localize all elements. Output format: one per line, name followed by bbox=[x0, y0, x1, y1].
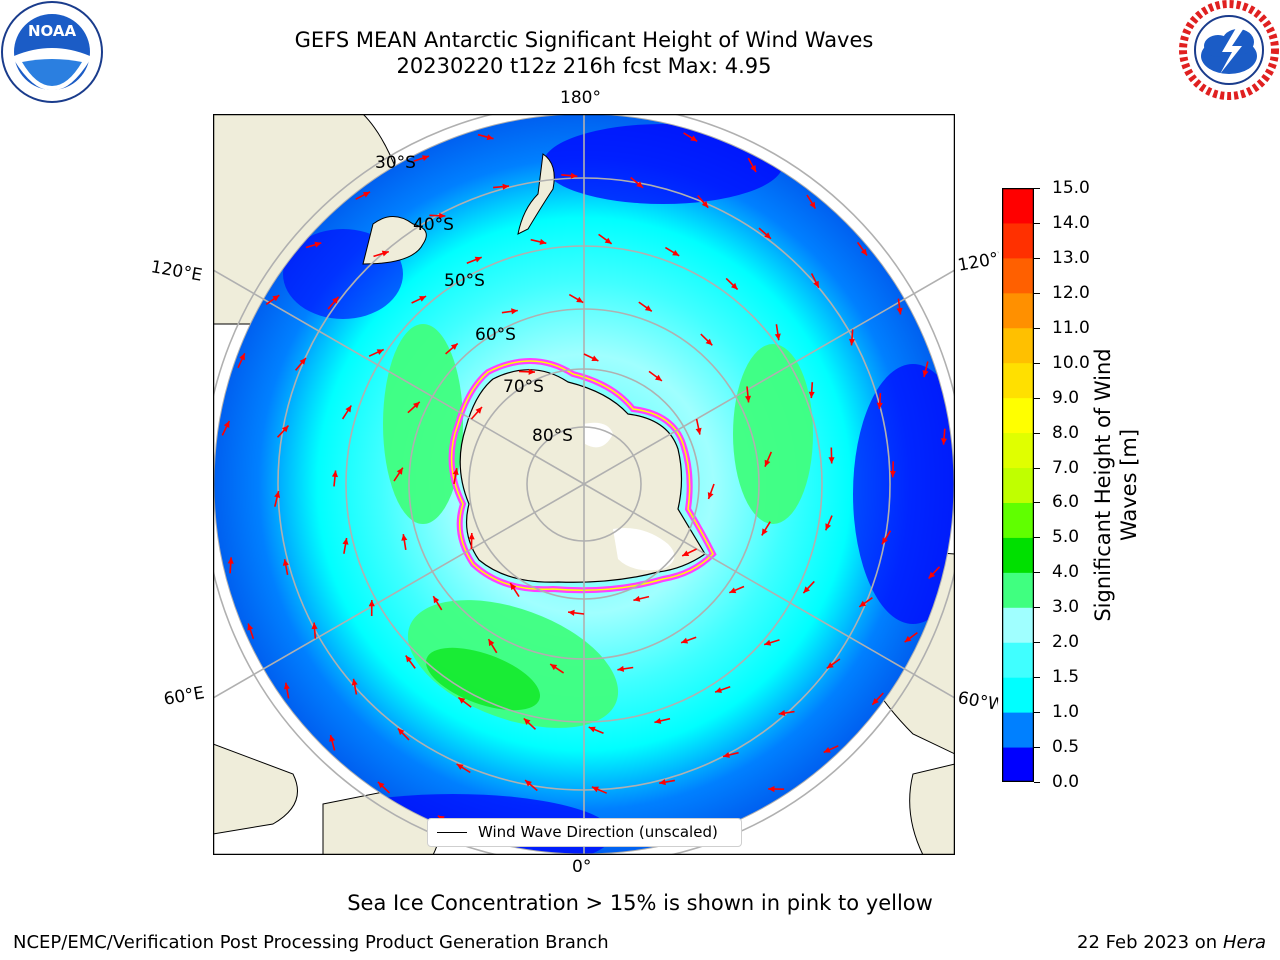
colorbar-tick-label: 0.0 bbox=[1052, 774, 1079, 791]
colorbar-tick-label: 6.0 bbox=[1052, 494, 1079, 511]
legend-label: Wind Wave Direction (unscaled) bbox=[478, 823, 718, 841]
map-panel: 30°S 40°S 50°S 60°S 70°S 80°S bbox=[213, 114, 955, 855]
lon-label-60e: 60°E bbox=[162, 683, 206, 710]
lat-label-30s: 30°S bbox=[375, 153, 416, 173]
lon-label-120w: 120°W bbox=[956, 249, 1001, 276]
colorbar-tick-mark bbox=[1034, 188, 1040, 189]
colorbar-label: Significant Height of Wind Waves [m] bbox=[1090, 348, 1142, 621]
colorbar-cell bbox=[1002, 502, 1034, 537]
colorbar-cell bbox=[1002, 642, 1034, 677]
colorbar-tick-label: 1.5 bbox=[1052, 669, 1079, 686]
high-wave-band bbox=[733, 344, 813, 524]
colorbar-tick-mark bbox=[1034, 258, 1040, 259]
colorbar-cell bbox=[1002, 223, 1034, 258]
lon-label-120e: 120°E bbox=[149, 257, 203, 286]
colorbar-cell bbox=[1002, 398, 1034, 433]
colorbar-cell bbox=[1002, 328, 1034, 363]
colorbar-tick-label: 11.0 bbox=[1052, 320, 1090, 337]
colorbar-tick-mark bbox=[1034, 537, 1040, 538]
colorbar-tick-label: 2.0 bbox=[1052, 634, 1079, 651]
legend-line-sample bbox=[437, 832, 467, 833]
colorbar-cell bbox=[1002, 433, 1034, 468]
noaa-logo-text: NOAA bbox=[28, 22, 77, 40]
colorbar-tick-mark bbox=[1034, 782, 1040, 783]
host-name: Hera bbox=[1223, 932, 1266, 953]
colorbar-tick-mark bbox=[1034, 468, 1040, 469]
colorbar-cell bbox=[1002, 537, 1034, 572]
chart-title: GEFS MEAN Antarctic Significant Height o… bbox=[184, 27, 984, 53]
colorbar-cell bbox=[1002, 468, 1034, 503]
colorbar-cell bbox=[1002, 747, 1034, 782]
colorbar-tick-mark bbox=[1034, 223, 1040, 224]
colorbar bbox=[1002, 188, 1034, 782]
colorbar-tick-label: 0.5 bbox=[1052, 739, 1079, 756]
lon-label-60w: 60°W bbox=[956, 688, 999, 715]
colorbar-cell bbox=[1002, 188, 1034, 223]
lat-label-60s: 60°S bbox=[475, 325, 516, 345]
colorbar-tick-mark bbox=[1034, 677, 1040, 678]
colorbar-tick-label: 1.0 bbox=[1052, 704, 1079, 721]
colorbar-tick-label: 9.0 bbox=[1052, 390, 1079, 407]
lat-label-40s: 40°S bbox=[413, 215, 454, 235]
credit-text: NCEP/EMC/Verification Post Processing Pr… bbox=[13, 932, 609, 953]
colorbar-cell bbox=[1002, 293, 1034, 328]
high-wave-band bbox=[383, 324, 463, 524]
colorbar-cell bbox=[1002, 258, 1034, 293]
colorbar-tick-mark bbox=[1034, 433, 1040, 434]
colorbar-tick-label: 3.0 bbox=[1052, 599, 1079, 616]
colorbar-tick-mark bbox=[1034, 607, 1040, 608]
chart-subtitle: 20230220 t12z 216h fcst Max: 4.95 bbox=[184, 53, 984, 79]
colorbar-tick-label: 10.0 bbox=[1052, 355, 1090, 372]
colorbar-tick-mark bbox=[1034, 642, 1040, 643]
colorbar-cell bbox=[1002, 607, 1034, 642]
colorbar-cell bbox=[1002, 572, 1034, 607]
colorbar-tick-label: 14.0 bbox=[1052, 215, 1090, 232]
lon-label-180: 180° bbox=[560, 88, 601, 108]
colorbar-cell bbox=[1002, 363, 1034, 398]
colorbar-tick-mark bbox=[1034, 572, 1040, 573]
lat-label-70s: 70°S bbox=[503, 377, 544, 397]
colorbar-label-line1: Significant Height of Wind bbox=[1090, 348, 1116, 621]
colorbar-tick-label: 8.0 bbox=[1052, 425, 1079, 442]
colorbar-tick-label: 15.0 bbox=[1052, 180, 1090, 197]
colorbar-tick-mark bbox=[1034, 363, 1040, 364]
colorbar-tick-mark bbox=[1034, 502, 1040, 503]
date-text: 22 Feb 2023 on Hera bbox=[1077, 932, 1266, 953]
lon-label-0: 0° bbox=[572, 857, 591, 877]
colorbar-tick-label: 5.0 bbox=[1052, 529, 1079, 546]
colorbar-label-line2: Waves [m] bbox=[1116, 348, 1142, 621]
colorbar-tick-label: 7.0 bbox=[1052, 460, 1079, 477]
colorbar-tick-label: 12.0 bbox=[1052, 285, 1090, 302]
colorbar-tick-label: 4.0 bbox=[1052, 564, 1079, 581]
colorbar-cell bbox=[1002, 712, 1034, 747]
colorbar-tick-mark bbox=[1034, 328, 1040, 329]
lat-label-80s: 80°S bbox=[532, 426, 573, 446]
colorbar-tick-mark bbox=[1034, 293, 1040, 294]
noaa-logo-icon: NOAA bbox=[0, 0, 104, 104]
colorbar-tick-label: 13.0 bbox=[1052, 250, 1090, 267]
colorbar-tick-mark bbox=[1034, 747, 1040, 748]
nws-logo-icon bbox=[1178, 0, 1280, 100]
lat-label-50s: 50°S bbox=[444, 271, 485, 291]
colorbar-cell bbox=[1002, 677, 1034, 712]
legend-box: Wind Wave Direction (unscaled) bbox=[427, 818, 742, 847]
colorbar-tick-mark bbox=[1034, 398, 1040, 399]
polar-map: 30°S 40°S 50°S 60°S 70°S 80°S bbox=[213, 114, 955, 855]
colorbar-tick-mark bbox=[1034, 712, 1040, 713]
sea-ice-note: Sea Ice Concentration > 15% is shown in … bbox=[0, 891, 1280, 915]
